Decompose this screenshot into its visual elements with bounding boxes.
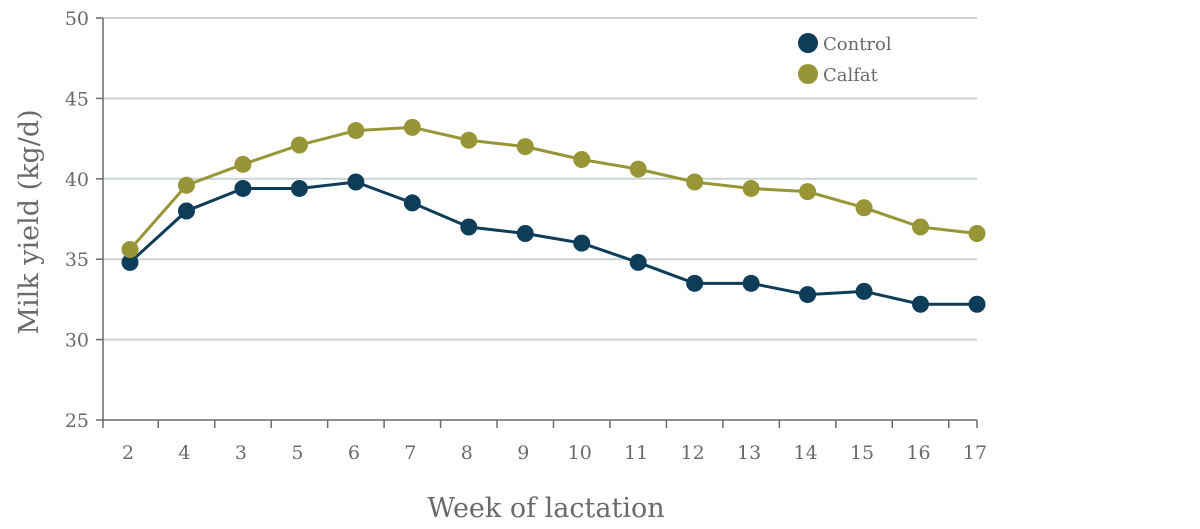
- x-tick-label: 17: [963, 442, 987, 464]
- data-point-calfat: [686, 173, 704, 191]
- data-point-control: [968, 295, 986, 313]
- data-point-control: [799, 286, 817, 304]
- legend-label-calfat: Calfat: [823, 65, 879, 86]
- data-point-calfat: [121, 241, 139, 259]
- x-tick-label: 16: [906, 442, 930, 464]
- data-point-calfat: [912, 218, 930, 236]
- gridlines: [103, 17, 977, 341]
- data-point-control: [403, 194, 421, 212]
- x-tick-label: 9: [517, 442, 529, 464]
- x-tick-label: 6: [348, 442, 360, 464]
- x-tick-label: 7: [404, 442, 416, 464]
- x-tick-label: 3: [235, 442, 247, 464]
- x-tick-label: 14: [794, 442, 818, 464]
- data-point-control: [177, 202, 195, 220]
- data-point-calfat: [629, 160, 647, 178]
- data-point-control: [742, 274, 760, 292]
- x-tick-label: 5: [291, 442, 303, 464]
- data-point-control: [121, 253, 139, 271]
- data-point-control: [629, 253, 647, 271]
- data-point-calfat: [460, 131, 478, 149]
- data-point-calfat: [573, 151, 591, 169]
- x-axis-title: Week of lactation: [427, 493, 664, 524]
- y-tick-label: 35: [65, 249, 89, 271]
- x-tick-label: 12: [681, 442, 705, 464]
- data-point-calfat: [290, 136, 308, 154]
- data-point-calfat: [403, 118, 421, 136]
- data-point-calfat: [855, 199, 873, 217]
- x-tick-label: 2: [122, 442, 134, 464]
- y-tick-label: 30: [65, 330, 89, 352]
- series-control: [121, 173, 986, 313]
- data-point-control: [855, 282, 873, 300]
- data-point-calfat: [347, 122, 365, 140]
- x-tick-label: 11: [624, 442, 648, 464]
- y-tick-label: 25: [65, 410, 89, 432]
- data-point-calfat: [742, 179, 760, 197]
- series-line-control: [128, 180, 977, 306]
- data-point-calfat: [968, 224, 986, 242]
- data-point-control: [573, 234, 591, 252]
- legend-marker-calfat: [798, 64, 818, 84]
- data-point-control: [234, 179, 252, 197]
- legend-marker-control: [798, 33, 818, 53]
- y-tick-label: 45: [65, 88, 89, 110]
- series-layer: [121, 118, 986, 313]
- data-point-calfat: [516, 138, 534, 156]
- data-point-calfat: [799, 183, 817, 201]
- data-point-control: [347, 173, 365, 191]
- y-tick-label: 50: [65, 8, 89, 30]
- x-tick-label: 10: [568, 442, 592, 464]
- data-point-control: [912, 295, 930, 313]
- data-point-control: [290, 179, 308, 197]
- data-point-control: [460, 218, 478, 236]
- x-tick-label: 8: [461, 442, 473, 464]
- data-point-control: [516, 224, 534, 242]
- data-point-control: [686, 274, 704, 292]
- legend: Control Calfat: [798, 33, 892, 86]
- x-tick-label: 15: [850, 442, 874, 464]
- data-point-calfat: [177, 176, 195, 194]
- data-point-calfat: [234, 155, 252, 173]
- x-tick-label: 4: [178, 442, 190, 464]
- legend-label-control: Control: [823, 34, 892, 55]
- series-line-calfat: [128, 125, 978, 251]
- y-axis-title: Milk yield (kg/d): [14, 109, 45, 334]
- y-tick-label: 40: [65, 169, 89, 191]
- x-tick-label: 13: [737, 442, 761, 464]
- series-calfat: [121, 118, 986, 259]
